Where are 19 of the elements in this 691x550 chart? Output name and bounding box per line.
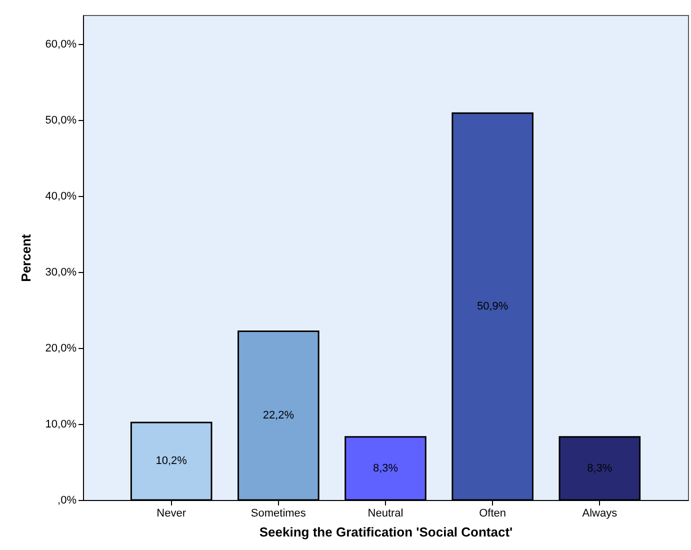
y-axis-title: Percent	[18, 233, 34, 282]
x-tick-label: Sometimes	[250, 508, 306, 520]
y-tick-label: 30,0%	[45, 266, 77, 278]
y-tick-label: 50,0%	[45, 114, 77, 126]
x-tick-label: Never	[156, 508, 186, 520]
y-tick-label: 20,0%	[45, 342, 77, 354]
data-label: 22,2%	[262, 410, 294, 422]
data-label: 10,2%	[156, 455, 188, 468]
y-tick-label: 10,0%	[45, 418, 77, 430]
data-label: 8,3%	[372, 462, 398, 474]
x-axis-title: Seeking the Gratification 'Social Contact'	[259, 524, 513, 540]
y-tick-label: 60,0%	[45, 38, 77, 50]
x-tick-label: Often	[479, 508, 506, 520]
x-tick-label: Always	[582, 508, 618, 520]
data-label: 8,3%	[587, 462, 612, 474]
data-label: 50,9%	[476, 300, 508, 313]
x-tick-label: Neutral	[368, 508, 404, 520]
y-tick-label: 40,0%	[45, 190, 77, 202]
y-tick-label: ,0%	[58, 494, 77, 506]
